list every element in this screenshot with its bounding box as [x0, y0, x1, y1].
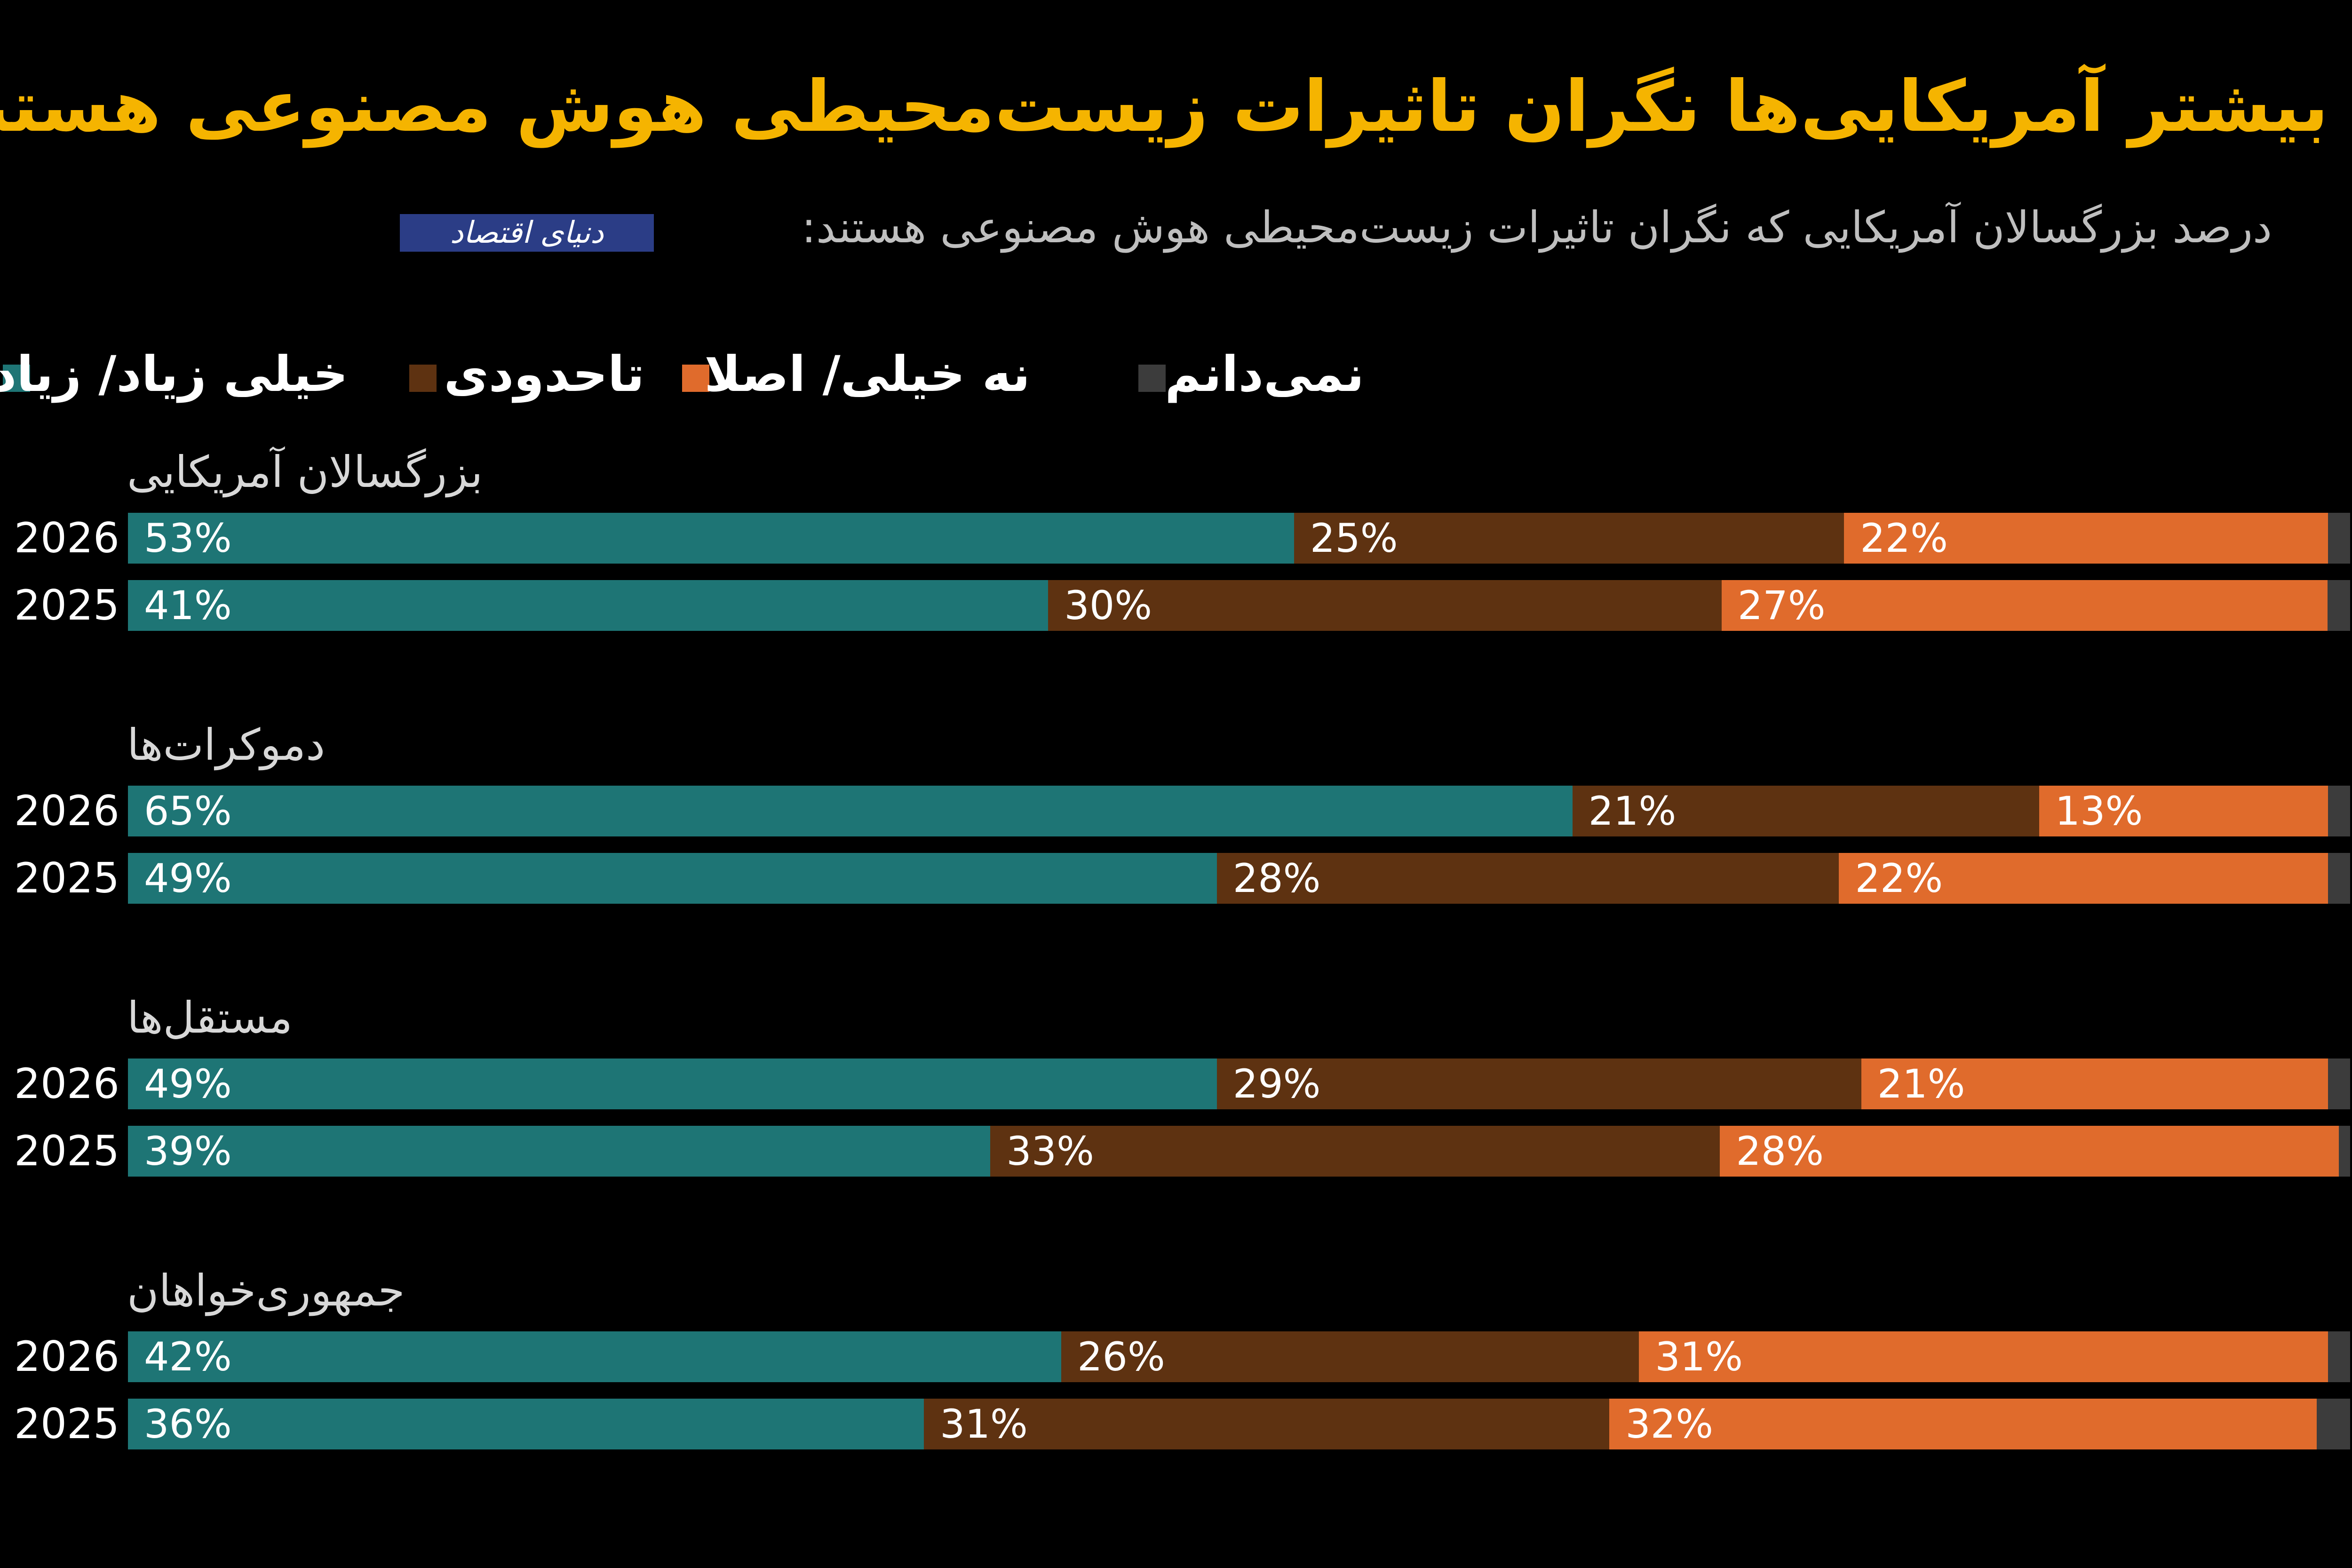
data-label: 53%: [144, 515, 232, 561]
group-label: دموکرات‌ها: [127, 720, 326, 770]
bar-segment-not-much: 31%: [1639, 1331, 2328, 1382]
legend-label-not-much: نه خیلی/ اصلا: [704, 345, 1030, 403]
bar-row: 39% 33% 28%: [128, 1126, 2350, 1177]
bar-row: 49% 28% 22%: [128, 853, 2350, 904]
data-label: 26%: [1077, 1334, 1165, 1380]
bar-segment-not-much: 22%: [1844, 513, 2328, 564]
chart-title: بیشتر آمریکایی‌ها نگران تاثیرات زیست‌محی…: [0, 66, 2328, 148]
bar-segment-very-much: 49%: [128, 1059, 1217, 1109]
data-label: 49%: [144, 855, 232, 901]
legend-item-not-much: نه خیلی/ اصلا: [682, 341, 1030, 407]
group-label: بزرگسالان آمریکایی: [127, 447, 483, 497]
publisher-logo: دنیای اقتصاد: [400, 214, 654, 252]
bar-segment-dont-know: [2339, 1126, 2350, 1177]
data-label: 36%: [144, 1401, 232, 1447]
data-label: 22%: [1855, 855, 1943, 901]
data-label: 28%: [1232, 855, 1321, 901]
legend-swatch-not-much: [682, 365, 709, 392]
data-label: 32%: [1625, 1401, 1714, 1447]
bar-row: 41% 30% 27%: [128, 580, 2350, 631]
year-label: 2025: [14, 1127, 119, 1175]
year-label: 2025: [14, 854, 119, 902]
data-label: 49%: [144, 1061, 232, 1107]
year-label: 2026: [14, 1332, 119, 1381]
data-label: 65%: [144, 788, 232, 834]
data-label: 27%: [1737, 582, 1826, 629]
legend-item-very-much: خیلی زیاد/ زیاد: [0, 341, 348, 407]
bar-segment-not-much: 13%: [2039, 786, 2328, 836]
bar-segment-very-much: 41%: [128, 580, 1049, 631]
year-label: 2026: [14, 787, 119, 835]
data-label: 25%: [1310, 515, 1398, 561]
legend-swatch-somewhat: [409, 365, 437, 392]
data-label: 29%: [1232, 1061, 1321, 1107]
data-label: 22%: [1860, 515, 1948, 561]
group-label: جمهوری‌خواهان: [127, 1266, 405, 1316]
legend-item-dont-know: نمی‌دانم: [1138, 341, 1364, 407]
data-label: 31%: [1655, 1334, 1743, 1380]
bar-segment-somewhat: 33%: [990, 1126, 1720, 1177]
year-label: 2026: [14, 1059, 119, 1108]
bar-segment-somewhat: 25%: [1294, 513, 1844, 564]
bar-segment-somewhat: 31%: [924, 1399, 1610, 1449]
chart-subtitle: درصد بزرگسالان آمریکایی که نگران تاثیرات…: [801, 202, 2272, 253]
bar-segment-very-much: 42%: [128, 1331, 1062, 1382]
bar-segment-not-much: 22%: [1839, 853, 2328, 904]
bar-segment-very-much: 36%: [128, 1399, 924, 1449]
bar-segment-somewhat: 28%: [1216, 853, 1839, 904]
bar-segment-dont-know: [2328, 580, 2350, 631]
data-label: 21%: [1588, 788, 1677, 834]
year-label: 2025: [14, 1400, 119, 1448]
data-label: 33%: [1006, 1128, 1094, 1174]
bar-segment-dont-know: [2328, 1059, 2350, 1109]
legend-swatch-very-much: [3, 365, 30, 392]
legend-label-somewhat: تاحدودی: [444, 345, 644, 403]
bar-segment-not-much: 21%: [1861, 1059, 2328, 1109]
legend-swatch-dont-know: [1138, 365, 1166, 392]
data-label: 42%: [144, 1334, 232, 1380]
bar-segment-very-much: 65%: [128, 786, 1573, 836]
data-label: 28%: [1736, 1128, 1824, 1174]
data-label: 31%: [940, 1401, 1028, 1447]
bar-segment-very-much: 53%: [128, 513, 1294, 564]
bar-segment-somewhat: 29%: [1216, 1059, 1861, 1109]
legend-label-very-much: خیلی زیاد/ زیاد: [0, 345, 348, 403]
bar-segment-dont-know: [2328, 513, 2350, 564]
data-label: 13%: [2055, 788, 2143, 834]
bar-row: 42% 26% 31%: [128, 1331, 2350, 1382]
bar-segment-not-much: 32%: [1609, 1399, 2317, 1449]
bar-segment-dont-know: [2328, 1331, 2350, 1382]
data-label: 21%: [1877, 1061, 1965, 1107]
bar-segment-very-much: 49%: [128, 853, 1217, 904]
group-label: مستقل‌ها: [127, 993, 293, 1043]
bar-segment-dont-know: [2328, 786, 2350, 836]
bar-row: 36% 31% 32%: [128, 1399, 2350, 1449]
bar-segment-dont-know: [2317, 1399, 2350, 1449]
bar-segment-somewhat: 21%: [1572, 786, 2039, 836]
legend: خیلی زیاد/ زیاد تاحدودی نه خیلی/ اصلا نم…: [0, 332, 2352, 407]
bar-segment-not-much: 27%: [1721, 580, 2328, 631]
bar-segment-somewhat: 26%: [1061, 1331, 1639, 1382]
year-label: 2026: [14, 514, 119, 562]
bar-segment-dont-know: [2328, 853, 2350, 904]
bar-segment-very-much: 39%: [128, 1126, 991, 1177]
bar-segment-somewhat: 30%: [1048, 580, 1722, 631]
data-label: 39%: [144, 1128, 232, 1174]
bar-row: 49% 29% 21%: [128, 1059, 2350, 1109]
data-label: 41%: [144, 582, 232, 629]
bar-row: 53% 25% 22%: [128, 513, 2350, 564]
legend-label-dont-know: نمی‌دانم: [1165, 345, 1364, 403]
bar-segment-not-much: 28%: [1720, 1126, 2339, 1177]
year-label: 2025: [14, 581, 119, 629]
bar-row: 65% 21% 13%: [128, 786, 2350, 836]
legend-item-somewhat: تاحدودی: [409, 341, 644, 407]
data-label: 30%: [1064, 582, 1152, 629]
